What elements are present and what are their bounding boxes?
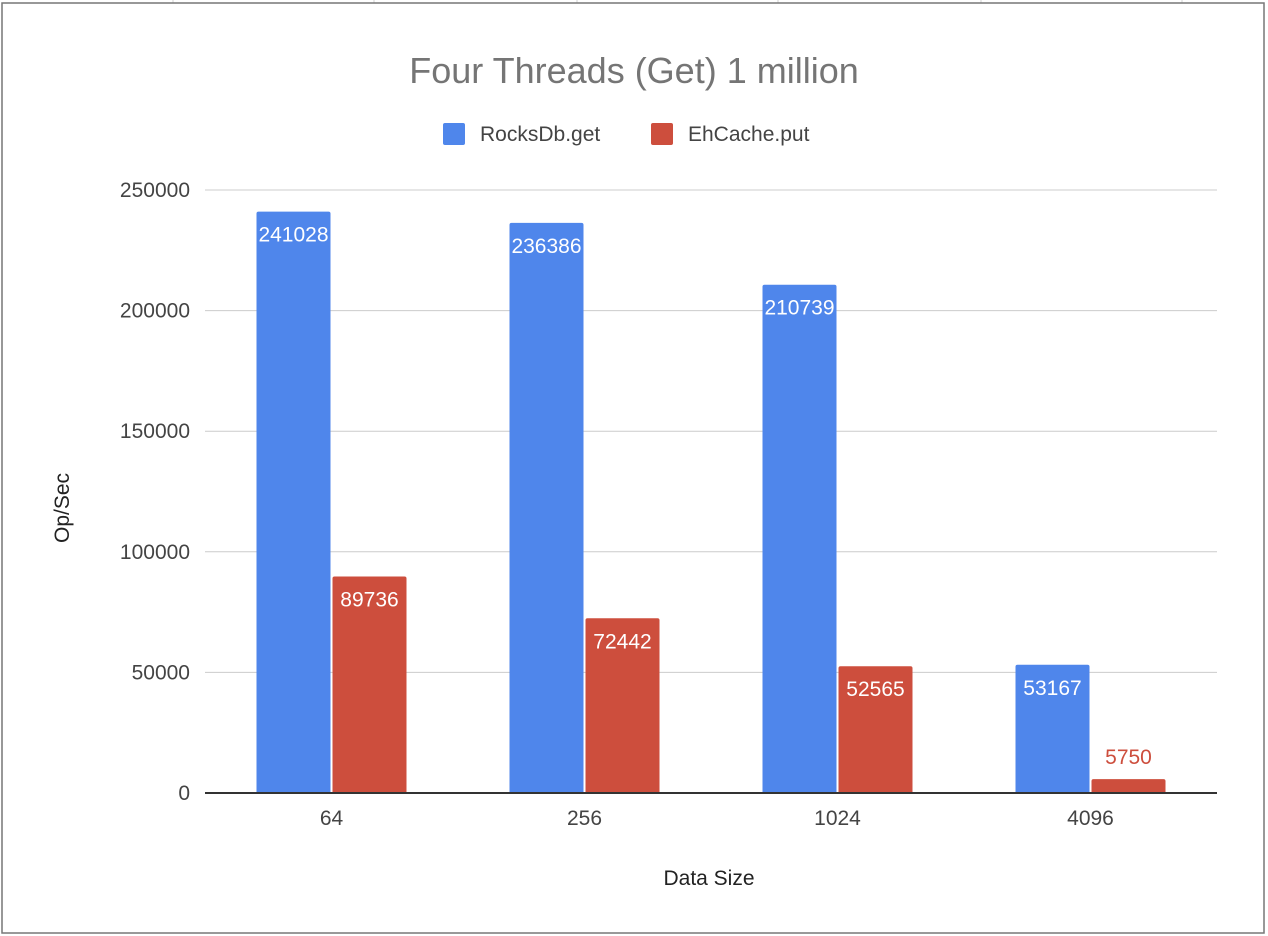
x-tick-label: 256 [567, 807, 602, 830]
bar-ehcache [332, 576, 407, 793]
legend-label-ehcache: EhCache.put [688, 123, 810, 146]
data-label: 236386 [511, 235, 581, 258]
legend-label-rocksdb: RocksDb.get [480, 123, 600, 146]
legend: RocksDb.get EhCache.put [443, 123, 810, 146]
data-label: 52565 [846, 678, 904, 701]
bar-ehcache [1091, 779, 1166, 793]
x-tick-label: 64 [320, 807, 344, 830]
x-axis-label: Data Size [663, 867, 754, 890]
gridlines [205, 189, 1217, 673]
data-label: 53167 [1023, 677, 1081, 700]
data-label: 5750 [1105, 746, 1152, 769]
y-axis-label: Op/Sec [51, 473, 74, 543]
y-tick-label: 0 [178, 782, 190, 805]
y-tick-label: 250000 [120, 179, 190, 202]
data-labels: 241028 89736 236386 72442 210739 52565 53167 57… [258, 224, 1151, 769]
data-label: 241028 [258, 224, 328, 247]
legend-swatch-ehcache [651, 123, 673, 145]
chart-title: Four Threads (Get) 1 million [409, 50, 859, 91]
y-tick-label: 50000 [132, 661, 190, 684]
x-ticks: 64 256 1024 4096 [320, 807, 1114, 830]
y-tick-label: 100000 [120, 541, 190, 564]
bar-rocksdb [1015, 664, 1090, 793]
y-ticks: 0 50000 100000 150000 200000 250000 [120, 179, 190, 805]
legend-swatch-rocksdb [443, 123, 465, 145]
x-tick-label: 4096 [1067, 807, 1114, 830]
bar-rocksdb [256, 211, 331, 794]
bar-ehcache [585, 618, 660, 793]
y-tick-label: 150000 [120, 420, 190, 443]
bar-rocksdb [762, 284, 837, 793]
data-label: 72442 [593, 630, 651, 653]
bar-ehcache [838, 666, 913, 793]
bar-rocksdb [509, 222, 584, 793]
x-tick-label: 1024 [814, 807, 861, 830]
y-tick-label: 200000 [120, 300, 190, 323]
data-label: 210739 [764, 297, 834, 320]
bars [256, 211, 1166, 794]
data-label: 89736 [340, 589, 398, 612]
